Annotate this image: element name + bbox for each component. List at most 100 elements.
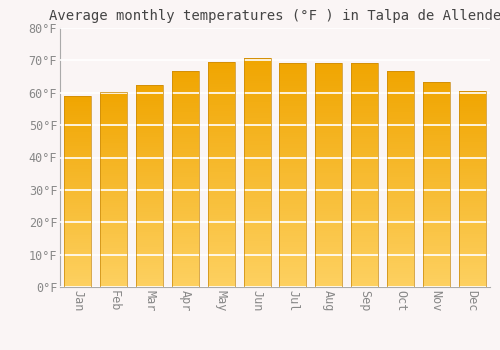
- Bar: [136, 214, 163, 216]
- Bar: [458, 271, 485, 273]
- Bar: [100, 183, 127, 186]
- Bar: [172, 91, 199, 93]
- Bar: [351, 63, 378, 65]
- Bar: [136, 123, 163, 125]
- Bar: [208, 258, 234, 260]
- Bar: [64, 194, 92, 195]
- Bar: [172, 99, 199, 101]
- Bar: [316, 70, 342, 72]
- Bar: [316, 242, 342, 245]
- Bar: [100, 180, 127, 182]
- Bar: [351, 193, 378, 195]
- Bar: [100, 96, 127, 98]
- Bar: [351, 157, 378, 160]
- Bar: [351, 236, 378, 238]
- Bar: [458, 261, 485, 264]
- Bar: [172, 252, 199, 254]
- Bar: [423, 135, 450, 138]
- Bar: [423, 113, 450, 115]
- Bar: [458, 109, 485, 111]
- Bar: [172, 153, 199, 155]
- Bar: [280, 209, 306, 211]
- Bar: [316, 146, 342, 148]
- Bar: [64, 144, 92, 146]
- Bar: [280, 231, 306, 233]
- Bar: [136, 176, 163, 178]
- Bar: [351, 251, 378, 253]
- Bar: [316, 247, 342, 249]
- Bar: [244, 280, 270, 282]
- Bar: [136, 271, 163, 273]
- Bar: [423, 127, 450, 129]
- Bar: [387, 216, 414, 218]
- Bar: [280, 126, 306, 128]
- Bar: [387, 134, 414, 136]
- Bar: [208, 107, 234, 109]
- Bar: [172, 261, 199, 263]
- Bar: [208, 78, 234, 80]
- Bar: [208, 132, 234, 134]
- Bar: [64, 132, 92, 134]
- Bar: [136, 115, 163, 117]
- Bar: [244, 90, 270, 92]
- Bar: [387, 203, 414, 205]
- Bar: [458, 217, 485, 218]
- Bar: [208, 186, 234, 188]
- Bar: [423, 146, 450, 148]
- Bar: [136, 168, 163, 170]
- Bar: [387, 127, 414, 130]
- Bar: [423, 244, 450, 246]
- Bar: [64, 199, 92, 201]
- Bar: [136, 234, 163, 236]
- Bar: [387, 218, 414, 220]
- Bar: [316, 94, 342, 97]
- Bar: [172, 259, 199, 261]
- Bar: [458, 146, 485, 148]
- Bar: [64, 272, 92, 274]
- Bar: [280, 108, 306, 110]
- Bar: [280, 175, 306, 177]
- Bar: [280, 171, 306, 173]
- Bar: [351, 260, 378, 262]
- Bar: [423, 82, 450, 287]
- Bar: [316, 220, 342, 222]
- Bar: [136, 230, 163, 232]
- Bar: [351, 182, 378, 184]
- Bar: [208, 280, 234, 282]
- Bar: [351, 68, 378, 70]
- Title: Average monthly temperatures (°F ) in Talpa de Allende: Average monthly temperatures (°F ) in Ta…: [49, 9, 500, 23]
- Bar: [100, 236, 127, 238]
- Bar: [423, 131, 450, 133]
- Bar: [172, 272, 199, 274]
- Bar: [458, 191, 485, 193]
- Bar: [458, 230, 485, 232]
- Bar: [244, 154, 270, 156]
- Bar: [64, 224, 92, 226]
- Bar: [244, 230, 270, 232]
- Bar: [244, 58, 270, 61]
- Bar: [458, 115, 485, 117]
- Bar: [64, 98, 92, 100]
- Bar: [387, 130, 414, 132]
- Bar: [100, 191, 127, 193]
- Bar: [387, 106, 414, 108]
- Bar: [280, 247, 306, 249]
- Bar: [100, 238, 127, 240]
- Bar: [208, 206, 234, 208]
- Bar: [64, 134, 92, 136]
- Bar: [244, 127, 270, 129]
- Bar: [100, 166, 127, 168]
- Bar: [280, 115, 306, 117]
- Bar: [136, 253, 163, 255]
- Bar: [244, 65, 270, 67]
- Bar: [351, 88, 378, 90]
- Bar: [387, 235, 414, 237]
- Bar: [316, 224, 342, 226]
- Bar: [280, 160, 306, 162]
- Bar: [136, 261, 163, 263]
- Bar: [351, 226, 378, 229]
- Bar: [100, 186, 127, 188]
- Bar: [136, 236, 163, 238]
- Bar: [172, 267, 199, 270]
- Bar: [387, 188, 414, 190]
